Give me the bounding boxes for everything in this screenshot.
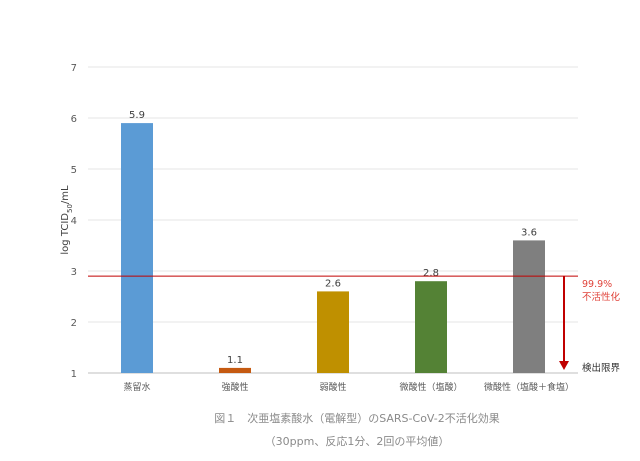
- reduction-label-text: 不活性化: [582, 291, 621, 303]
- y-tick-label: 7: [71, 63, 77, 74]
- detection-limit-label: 検出限界: [582, 362, 621, 374]
- category-label-5: 微酸性（塩酸＋食塩）: [484, 381, 574, 393]
- category-label-3: 弱酸性: [319, 381, 346, 393]
- category-labels: 蒸留水 強酸性 弱酸性 微酸性（塩酸） 微酸性（塩酸＋食塩）: [123, 381, 574, 393]
- figure-caption-note: （30ppm、反応1分、2回の平均値）: [265, 434, 450, 448]
- data-label-2: 1.1: [227, 355, 243, 366]
- y-tick-label: 3: [71, 267, 77, 278]
- bar-3: [317, 291, 349, 373]
- data-label-1: 5.9: [129, 110, 145, 121]
- category-label-1: 蒸留水: [123, 381, 150, 393]
- arrow-head: [559, 361, 569, 370]
- bar-2: [219, 367, 251, 373]
- y-axis-title-main: log TCID: [60, 213, 71, 255]
- gridlines: [88, 66, 578, 374]
- y-axis-title-subscript: 50: [66, 204, 74, 213]
- figure-caption-title: 図１ 次亜塩素酸水（電解型）のSARS-CoV-2不活化効果: [214, 411, 500, 425]
- data-label-3: 2.6: [325, 278, 341, 289]
- reduction-label-percent: 99.9%: [582, 279, 612, 290]
- bar-4: [415, 281, 447, 373]
- y-tick-label: 6: [71, 114, 77, 125]
- category-label-4: 微酸性（塩酸）: [399, 381, 462, 393]
- category-label-2: 強酸性: [221, 381, 248, 393]
- data-label-4: 2.8: [423, 268, 439, 279]
- bars: [121, 123, 545, 373]
- bar-5: [513, 240, 545, 373]
- bar-1: [121, 123, 153, 373]
- reduction-arrow: [559, 276, 569, 370]
- y-axis-ticks: 1 2 3 4 5 6 7: [71, 63, 77, 380]
- y-tick-label: 4: [71, 216, 77, 227]
- y-axis-title: log TCID50/mL: [60, 185, 74, 255]
- y-tick-label: 1: [71, 369, 77, 380]
- data-label-5: 3.6: [521, 227, 537, 238]
- y-tick-label: 2: [71, 318, 77, 329]
- y-tick-label: 5: [71, 165, 77, 176]
- data-labels: 5.9 1.1 2.6 2.8 3.6: [129, 110, 537, 366]
- y-axis-title-tail: /mL: [60, 185, 71, 204]
